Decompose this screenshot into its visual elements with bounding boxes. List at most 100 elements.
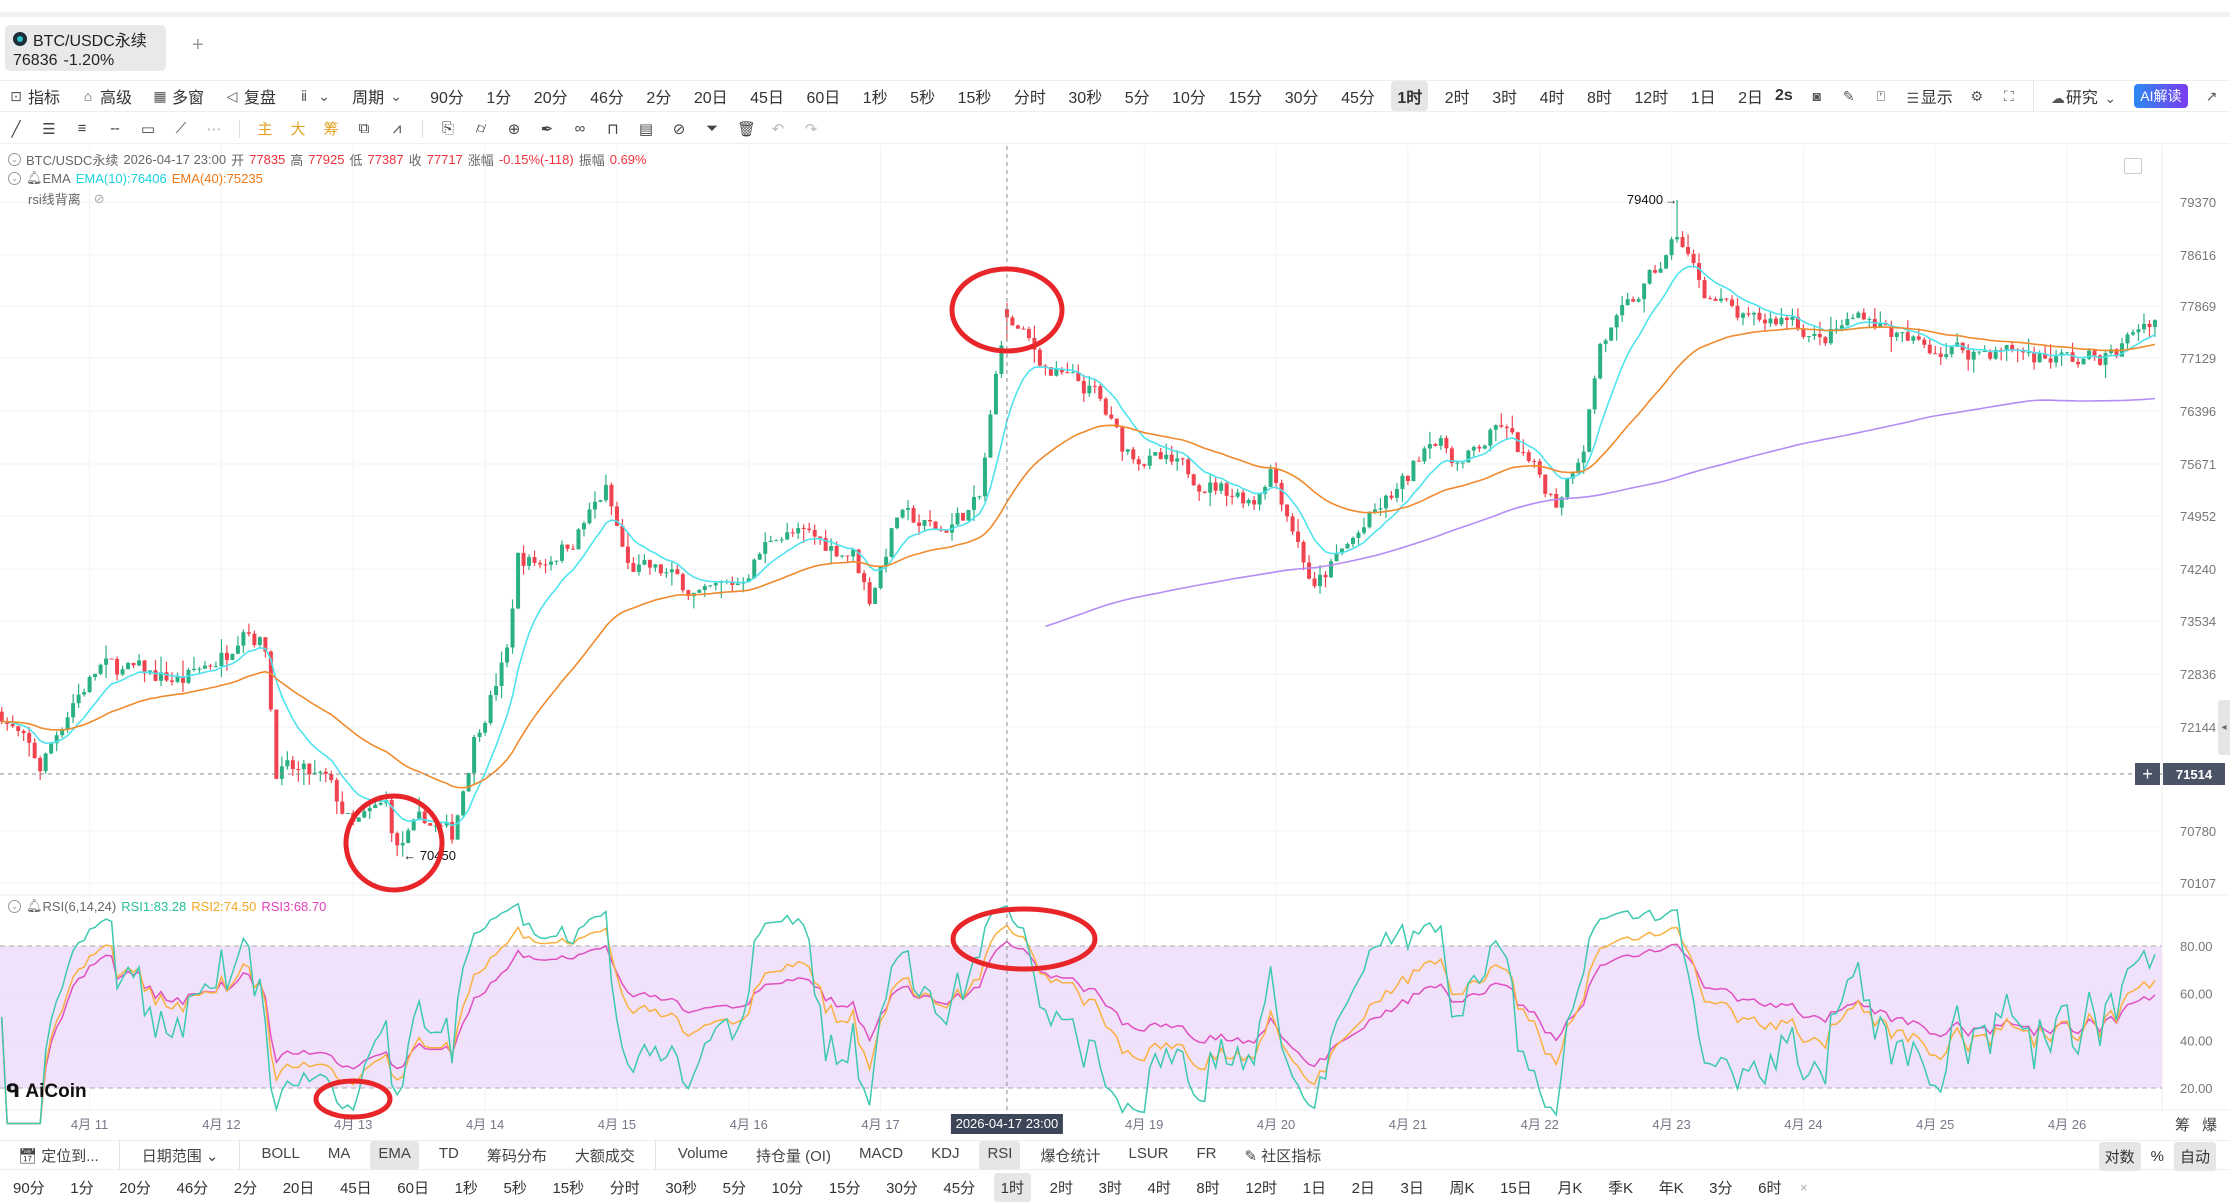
period-17[interactable]: 45分 <box>1341 90 1375 107</box>
period-6[interactable]: 45日 <box>750 90 784 107</box>
collapse-icon[interactable]: ⌄ <box>8 171 21 185</box>
bottom-period-4[interactable]: 2分 <box>233 1179 258 1197</box>
bottom-period-1[interactable]: 1分 <box>70 1179 94 1197</box>
period-10[interactable]: 15秒 <box>957 90 992 107</box>
bottom-period-13[interactable]: 5分 <box>722 1179 746 1197</box>
period-5[interactable]: 20日 <box>693 90 728 107</box>
bottom-period-25[interactable]: 2日 <box>1351 1179 1375 1197</box>
bottom-period-16[interactable]: 30分 <box>886 1179 918 1197</box>
sub-indicator-3[interactable]: KDJ <box>931 1144 960 1162</box>
add-tab-button[interactable]: + <box>192 34 204 56</box>
bottom-period-24[interactable]: 1日 <box>1302 1179 1326 1197</box>
bottom-period-31[interactable]: 年K <box>1658 1179 1684 1197</box>
main-indicator-0[interactable]: BOLL <box>261 1144 300 1162</box>
note-icon[interactable]: ▤ <box>638 120 654 138</box>
auto-scale-toggle[interactable]: 自动 <box>2173 1141 2216 1171</box>
main-indicator-4[interactable]: 筹码分布 <box>486 1147 547 1165</box>
share-icon[interactable]: ↗ <box>2205 88 2218 104</box>
bottom-period-20[interactable]: 3时 <box>1098 1179 1122 1197</box>
expand-icon[interactable] <box>2124 158 2142 174</box>
bottom-period-26[interactable]: 3日 <box>1400 1179 1424 1197</box>
period-4[interactable]: 2分 <box>646 90 672 107</box>
bottom-period-32[interactable]: 3分 <box>1709 1179 1733 1197</box>
hide-drawings-icon[interactable]: ⊘ <box>672 120 686 138</box>
indicators-button[interactable]: ⊡ 指标 <box>8 84 60 108</box>
bottom-period-5[interactable]: 20日 <box>282 1179 315 1197</box>
period-1[interactable]: 1分 <box>486 90 512 107</box>
multi-window-button[interactable]: ▦ 多窗 <box>152 84 204 108</box>
period-25[interactable]: 2日 <box>1738 90 1764 107</box>
date-range-dropdown[interactable]: 日期范围 ⌄ <box>134 1141 227 1170</box>
bottom-period-2[interactable]: 20分 <box>119 1179 151 1197</box>
bottom-period-21[interactable]: 4时 <box>1147 1179 1171 1197</box>
period-18[interactable]: 1时 <box>1391 81 1429 111</box>
main-indicator-1[interactable]: MA <box>327 1144 351 1162</box>
symbol-tab[interactable]: BTC/USDC永续 76836 -1.20% <box>5 25 166 71</box>
bell-icon[interactable]: 🔔︎ <box>26 898 43 913</box>
fullscreen-icon[interactable]: ⛶ <box>2003 88 2014 104</box>
hidden-eye-icon[interactable]: ⊘ <box>93 190 105 206</box>
locate-button[interactable]: 📅︎ 定位到... <box>10 1141 107 1170</box>
sub-indicator-4[interactable]: RSI <box>979 1140 1021 1170</box>
period-16[interactable]: 30分 <box>1284 90 1319 107</box>
period-11[interactable]: 分时 <box>1013 90 1046 107</box>
measure-icon[interactable]: ⩘ <box>392 120 402 137</box>
bottom-period-17[interactable]: 45分 <box>943 1179 976 1197</box>
bottom-period-33[interactable]: 6时 <box>1758 1179 1782 1197</box>
lock-icon[interactable]: ⊓ <box>607 120 619 138</box>
big-order-icon[interactable]: 大 <box>290 121 306 138</box>
period-dropdown[interactable]: 周期 ⌄ <box>352 84 404 108</box>
bottom-period-9[interactable]: 5秒 <box>503 1179 527 1197</box>
bottom-period-18[interactable]: 1时 <box>993 1172 1032 1202</box>
period-8[interactable]: 1秒 <box>862 90 888 107</box>
period-2[interactable]: 20分 <box>533 90 568 107</box>
zoom-icon[interactable]: ⊕ <box>507 120 521 138</box>
trend-line-icon[interactable]: ╱ <box>11 120 21 138</box>
chip-distribution-toggle[interactable]: 筹 <box>2175 1117 2191 1134</box>
bottom-period-14[interactable]: 10分 <box>771 1179 804 1197</box>
bottom-period-15[interactable]: 15分 <box>828 1179 861 1197</box>
bottom-period-22[interactable]: 8时 <box>1196 1179 1220 1197</box>
period-9[interactable]: 5秒 <box>910 90 936 107</box>
period-22[interactable]: 8时 <box>1587 90 1612 107</box>
bottom-period-29[interactable]: 月K <box>1557 1179 1583 1197</box>
undo-icon[interactable]: ↶ <box>771 120 785 138</box>
redo-icon[interactable]: ↷ <box>804 120 818 138</box>
bottom-period-0[interactable]: 90分 <box>13 1179 45 1197</box>
bookmark-icon[interactable]: ⎘ <box>441 120 454 137</box>
period-0[interactable]: 90分 <box>430 90 464 107</box>
refresh-rate[interactable]: 2s <box>1775 87 1793 104</box>
period-7[interactable]: 60日 <box>806 90 841 107</box>
period-23[interactable]: 12时 <box>1634 90 1669 107</box>
period-24[interactable]: 1日 <box>1690 90 1716 107</box>
bell-icon[interactable]: 🔔︎ <box>26 170 43 185</box>
bottom-period-30[interactable]: 季K <box>1607 1179 1633 1197</box>
log-scale-toggle[interactable]: 对数 <box>2098 1141 2141 1171</box>
price-chart[interactable]: 79370 78616 77869 77129 76396 75671 74952 74240… <box>0 146 2230 1136</box>
liquidation-toggle[interactable]: 爆 <box>2202 1117 2218 1134</box>
period-21[interactable]: 4时 <box>1539 90 1565 107</box>
period-12[interactable]: 30秒 <box>1068 90 1103 107</box>
bottom-period-11[interactable]: 分时 <box>609 1179 640 1197</box>
sub-indicator-1[interactable]: 持仓量 (OI) <box>755 1147 831 1165</box>
magnet-icon[interactable]: ∞ <box>574 120 586 137</box>
percent-scale-toggle[interactable]: % <box>2150 1147 2164 1165</box>
sub-indicator-2[interactable]: MACD <box>858 1144 904 1162</box>
parallel-lines-icon[interactable]: ☰ <box>42 120 56 138</box>
rectangle-icon[interactable]: ▭ <box>140 120 156 138</box>
trash-icon[interactable]: 🗑 <box>737 120 757 138</box>
bottom-period-23[interactable]: 12时 <box>1245 1179 1278 1197</box>
bottom-period-6[interactable]: 45日 <box>340 1179 372 1197</box>
research-dropdown[interactable]: ☁研究 ⌄ <box>2050 84 2118 108</box>
bottom-period-10[interactable]: 15秒 <box>552 1179 585 1197</box>
period-15[interactable]: 15分 <box>1228 90 1263 107</box>
ruler-icon[interactable]: ⌭ <box>475 120 487 137</box>
bottom-period-27[interactable]: 周K <box>1449 1179 1475 1197</box>
bottom-period-7[interactable]: 60日 <box>397 1179 429 1197</box>
filter-icon[interactable]: ⏷ <box>705 120 718 137</box>
chip-icon[interactable]: 筹 <box>323 121 339 138</box>
period-14[interactable]: 10分 <box>1172 90 1206 107</box>
bottom-period-3[interactable]: 46分 <box>176 1179 209 1197</box>
close-period-bar-icon[interactable]: × <box>1800 1179 1808 1195</box>
ai-analysis-button[interactable]: AI解读 <box>2134 84 2188 108</box>
